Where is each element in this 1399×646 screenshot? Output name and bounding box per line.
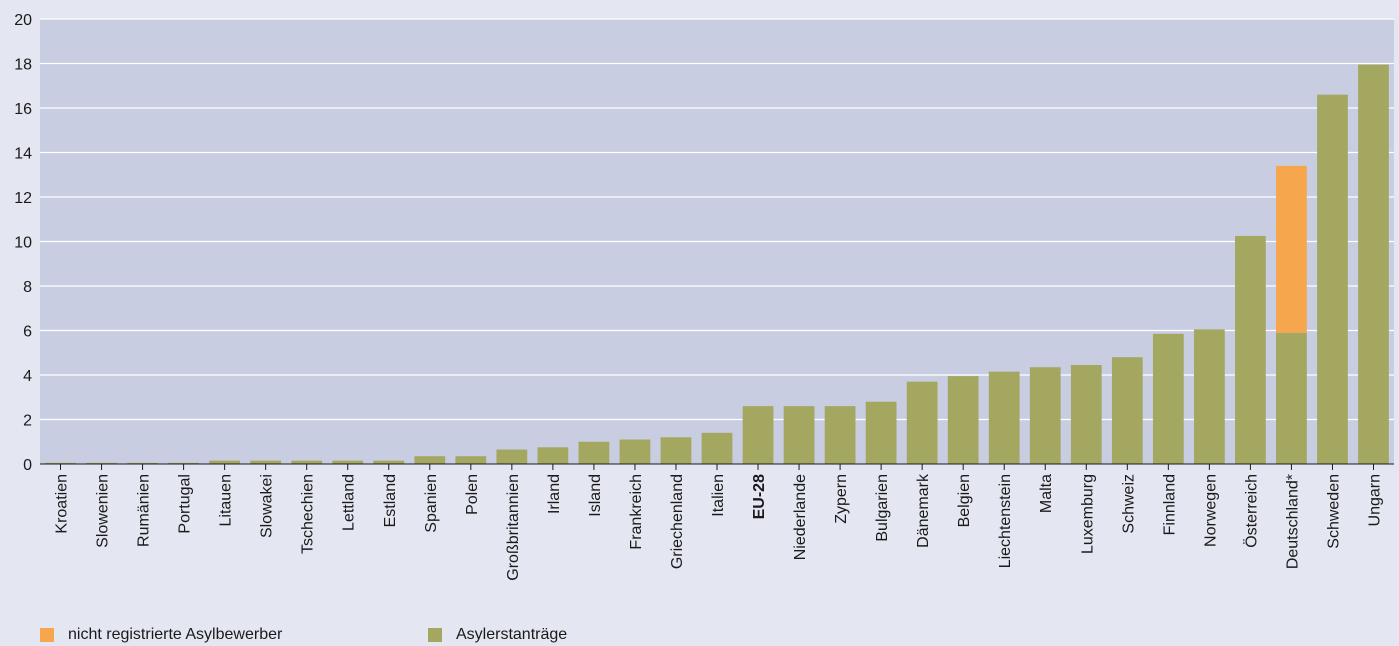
bar-asylerstantraege [1317, 94, 1348, 465]
x-tick-label: Deutschland* [1284, 474, 1301, 569]
x-tick-label: Malta [1038, 474, 1055, 513]
bar-asylerstantraege [865, 401, 897, 464]
bar-asylerstantraege [988, 371, 1020, 464]
grid-lines [40, 18, 1394, 421]
x-tick-label: Tschechien [300, 474, 317, 554]
x-tick-label: Schweiz [1120, 474, 1137, 534]
x-tick-label: Slowakei [259, 474, 276, 538]
x-tick-label: Bulgarien [874, 474, 891, 542]
bar-asylerstantraege [455, 456, 487, 464]
x-tick-label: Kroatien [54, 474, 71, 534]
y-tick-label: 12 [14, 190, 32, 207]
x-tick-label: Polen [464, 474, 481, 515]
x-tick-label: Luxemburg [1079, 474, 1096, 554]
x-tick-label: Spanien [423, 474, 440, 533]
bar-asylerstantraege [660, 437, 692, 464]
x-tick-label: Dänemark [915, 473, 932, 548]
x-tick-label: EU-28 [751, 474, 768, 519]
bar-nicht-registriert [1276, 165, 1307, 333]
y-tick-label: 2 [23, 413, 32, 430]
legend-swatch-orange [40, 628, 54, 642]
x-tick-label: Belgien [956, 474, 973, 527]
bar-asylerstantraege [701, 432, 733, 464]
y-tick-label: 18 [14, 57, 32, 74]
x-tick-label: Irland [546, 474, 563, 514]
x-tick-label: Slowenien [95, 474, 112, 548]
bar-asylerstantraege [537, 447, 569, 464]
x-tick-label: Liechtenstein [997, 474, 1014, 568]
y-tick-label: 14 [14, 146, 32, 163]
legend-item-unregistered: nicht registrierte Asylbewerber [40, 626, 282, 644]
y-axis-ticks: 0 2 4 6 8 10 12 14 16 18 20 [14, 12, 32, 474]
bar-asylerstantraege [1276, 332, 1307, 464]
x-axis-labels: Kroatien Slowenien Rumänien Portugal Litauen… [54, 464, 1383, 581]
x-tick-label: Schweden [1325, 474, 1342, 549]
bar-asylerstantraege [1152, 333, 1184, 464]
bar-asylerstantraege [1029, 367, 1061, 464]
y-tick-label: 4 [23, 368, 32, 385]
x-tick-label: Niederlande [792, 474, 809, 560]
legend-label: Asylerstanträge [456, 626, 568, 643]
bars [45, 64, 1389, 465]
bar-asylerstantraege [291, 460, 323, 464]
legend-swatch-green [428, 628, 442, 642]
bar-asylerstantraege [619, 439, 651, 464]
y-tick-label: 16 [14, 101, 32, 118]
x-tick-label: Österreich [1242, 474, 1260, 548]
bar-asylerstantraege [1070, 364, 1102, 464]
bar-asylerstantraege [496, 449, 528, 464]
x-tick-label: Ungarn [1366, 474, 1383, 526]
x-tick-label: Island [587, 474, 604, 517]
x-tick-label: Italien [710, 474, 727, 517]
x-tick-label: Norwegen [1202, 474, 1219, 547]
bar-asylerstantraege [168, 462, 199, 464]
legend-label: nicht registrierte Asylbewerber [68, 626, 283, 643]
bar-asylerstantraege [250, 460, 282, 464]
bar-asylerstantraege [373, 460, 405, 464]
x-tick-label: Großbritannien [505, 474, 522, 581]
bar-asylerstantraege [1235, 235, 1266, 464]
y-tick-label: 20 [14, 12, 32, 29]
x-tick-label: Litauen [218, 474, 235, 527]
x-tick-label: Griechenland [669, 474, 686, 569]
bar-asylerstantraege [127, 462, 158, 464]
y-tick-label: 10 [14, 235, 32, 252]
y-tick-label: 8 [23, 279, 32, 296]
bar-asylerstantraege [332, 460, 364, 464]
y-tick-label: 0 [23, 457, 32, 474]
bar-asylerstantraege [906, 381, 938, 464]
legend-item-first-applications: Asylerstanträge [428, 626, 567, 644]
x-tick-label: Lettland [341, 474, 358, 531]
x-tick-label: Estland [382, 474, 399, 527]
x-tick-label: Portugal [177, 474, 194, 534]
bar-asylerstantraege [209, 460, 241, 464]
bar-chart: 0 2 4 6 8 10 12 14 16 18 20 Kroatien Slowenien Rumän… [14, 12, 1394, 581]
bar-asylerstantraege [783, 406, 815, 464]
bar-asylerstantraege [45, 462, 76, 464]
bar-asylerstantraege [742, 406, 774, 464]
x-tick-label: Frankreich [628, 474, 645, 550]
bar-asylerstantraege [1358, 64, 1389, 465]
bar-asylerstantraege [824, 406, 856, 464]
bar-asylerstantraege [947, 376, 979, 464]
x-tick-label: Zypern [833, 474, 850, 524]
bar-asylerstantraege [578, 441, 610, 464]
x-tick-label: Finnland [1161, 474, 1178, 535]
x-tick-label: Rumänien [136, 474, 153, 547]
bar-asylerstantraege [86, 462, 117, 464]
bar-asylerstantraege [1193, 329, 1225, 464]
bar-asylerstantraege [414, 456, 446, 464]
bar-asylerstantraege [1111, 357, 1143, 464]
y-tick-label: 6 [23, 324, 32, 341]
